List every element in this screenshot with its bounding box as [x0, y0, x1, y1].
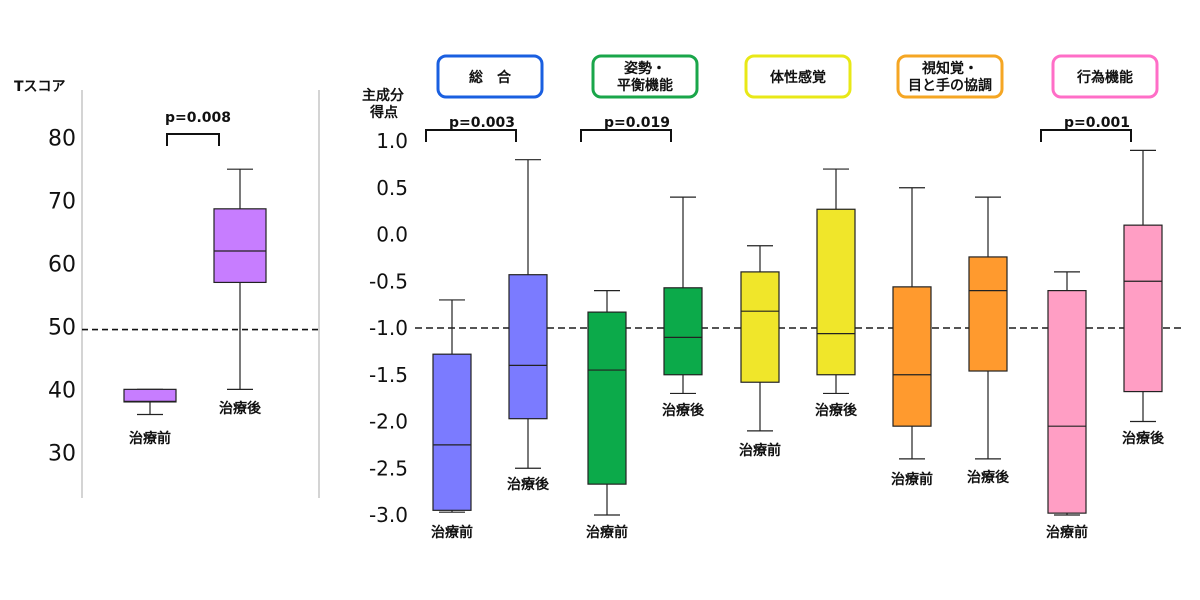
left-category-label-before: 治療前 [129, 430, 171, 447]
right-y-tick-label: -3.0 [369, 503, 408, 527]
group-0-category-label-0: 治療前 [431, 524, 473, 541]
right-y-axis-title-line2: 得点 [369, 104, 398, 121]
right-y-tick-label: -2.0 [369, 410, 408, 434]
group-1-category-label-1: 治療後 [662, 402, 705, 419]
left-y-tick-label: 60 [48, 253, 76, 278]
right-y-tick-label: 1.0 [376, 129, 408, 153]
right-y-tick-label: -1.0 [369, 316, 408, 340]
group-title-0: 総 合 [469, 69, 512, 86]
group-0-significance-bracket [425, 129, 517, 142]
group-1-significance-bracket [580, 129, 672, 142]
group-title-1-line2: 平衡機能 [617, 77, 673, 94]
left-y-tick-label: 70 [48, 190, 76, 215]
group-3-box-0-box [892, 286, 932, 427]
group-4-box-0-box [1047, 290, 1087, 514]
left-significance-bracket [166, 133, 220, 146]
group-title-4: 行為機能 [1076, 69, 1133, 86]
group-0-category-label-1: 治療後 [507, 476, 550, 493]
group-2-box-0-box [740, 271, 780, 383]
group-1-box-0-box [587, 311, 627, 485]
group-2-category-label-1: 治療後 [815, 402, 858, 419]
group-2-box-1-box [816, 208, 856, 376]
group-3-category-label-1: 治療後 [967, 469, 1010, 486]
group-title-1-line1: 姿勢・ [624, 60, 666, 77]
group-title-box-2 [744, 54, 852, 99]
group-title-3-line2: 目と手の協調 [908, 77, 992, 94]
left-category-label-after: 治療後 [219, 400, 262, 417]
right-y-tick-label: 0.5 [376, 176, 408, 200]
group-4-category-label-1: 治療後 [1122, 430, 1165, 447]
left-y-tick-label: 40 [48, 378, 76, 403]
group-2-category-label-0: 治療前 [739, 442, 781, 459]
right-y-tick-label: 0.0 [376, 223, 408, 247]
left-p-value: p=0.008 [165, 110, 231, 126]
group-3-box-1-box [968, 256, 1008, 372]
group-4-p-value: p=0.001 [1064, 115, 1130, 131]
left-box-0-box [123, 388, 177, 403]
group-title-box-4 [1051, 54, 1159, 99]
group-0-box-1-box [508, 274, 548, 420]
group-1-box-1-box [663, 287, 703, 376]
group-0-p-value: p=0.003 [449, 115, 515, 131]
group-title-3-line1: 視知覚・ [921, 60, 978, 77]
group-3-category-label-0: 治療前 [891, 471, 933, 488]
group-4-category-label-0: 治療前 [1046, 524, 1088, 541]
right-y-tick-label: -1.5 [369, 363, 408, 387]
group-title-box-0 [436, 54, 544, 99]
left-y-tick-label: 30 [48, 441, 76, 466]
group-4-significance-bracket [1040, 129, 1132, 142]
group-title-box-3 [896, 54, 1004, 99]
right-y-axis-title-line1: 主成分 [362, 87, 404, 104]
group-title-2: 体性感覚 [770, 69, 826, 86]
left-y-tick-label: 50 [48, 315, 76, 340]
left-y-axis-title: Tスコア [14, 79, 66, 95]
group-1-p-value: p=0.019 [604, 115, 670, 131]
group-1-category-label-0: 治療前 [586, 524, 628, 541]
right-y-tick-label: -0.5 [369, 269, 408, 293]
group-4-box-1-box [1123, 224, 1163, 393]
group-0-box-0-box [432, 353, 472, 511]
right-y-tick-label: -2.5 [369, 456, 408, 480]
group-title-box-1 [591, 54, 699, 99]
left-y-tick-label: 80 [48, 127, 76, 152]
left-box-1-box [213, 208, 267, 284]
